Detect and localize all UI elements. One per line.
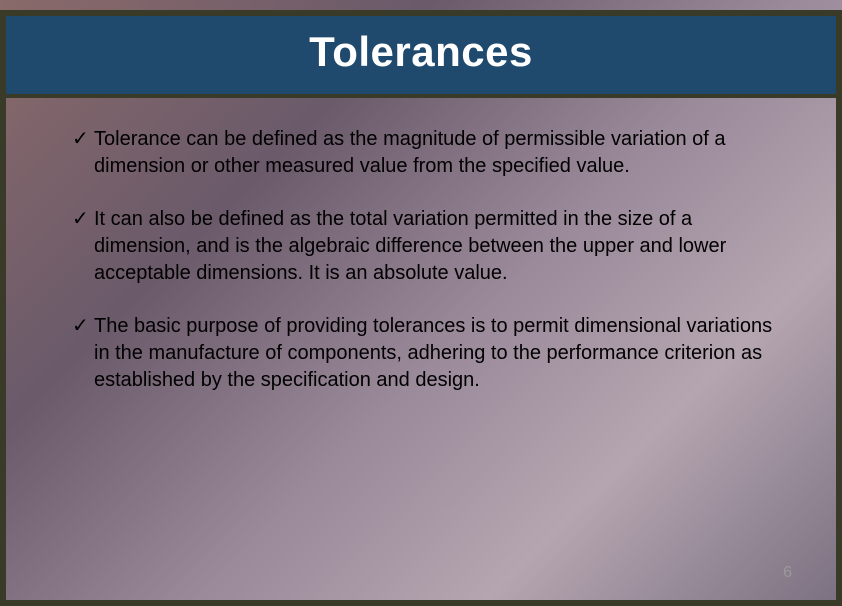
slide-border	[0, 10, 842, 606]
content-area: Tolerance can be defined as the magnitud…	[0, 98, 842, 394]
bullet-item: It can also be defined as the total vari…	[72, 206, 782, 287]
page-number: 6	[783, 564, 792, 582]
bullet-item: The basic purpose of providing tolerance…	[72, 313, 782, 394]
bullet-item: Tolerance can be defined as the magnitud…	[72, 126, 782, 180]
